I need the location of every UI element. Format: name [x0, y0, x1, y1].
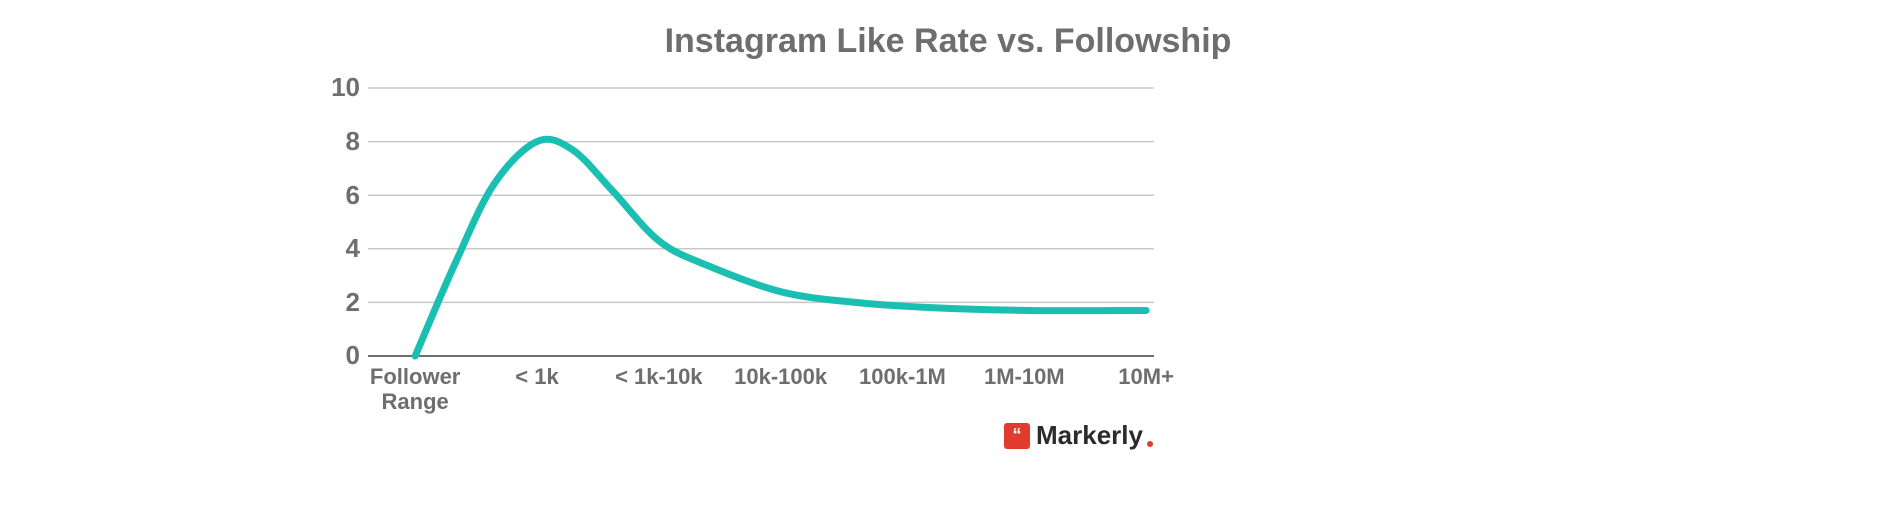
x-tick-label: Follower Range: [345, 364, 485, 415]
logo-glyph: “: [1013, 426, 1022, 444]
markerly-logo-icon: “: [1004, 423, 1030, 449]
chart-svg: [368, 88, 1154, 356]
y-tick-label: 10: [320, 72, 360, 103]
x-tick-label: < 1k: [467, 364, 607, 389]
x-tick-label: < 1k-10k: [589, 364, 729, 389]
plot-area: [368, 88, 1154, 356]
attribution-dot-icon: [1147, 441, 1153, 447]
chart-container: Instagram Like Rate vs. Followship “ Mar…: [0, 0, 1896, 506]
chart-title: Instagram Like Rate vs. Followship: [0, 22, 1896, 61]
x-tick-label: 100k-1M: [832, 364, 972, 389]
y-tick-label: 8: [320, 126, 360, 157]
x-tick-label: 10M+: [1076, 364, 1216, 389]
x-tick-label: 1M-10M: [954, 364, 1094, 389]
attribution-brand: Markerly: [1036, 420, 1143, 451]
x-tick-label: 10k-100k: [711, 364, 851, 389]
y-tick-label: 2: [320, 287, 360, 318]
y-tick-label: 4: [320, 233, 360, 264]
y-tick-label: 6: [320, 180, 360, 211]
attribution: “ Markerly: [1004, 420, 1153, 451]
